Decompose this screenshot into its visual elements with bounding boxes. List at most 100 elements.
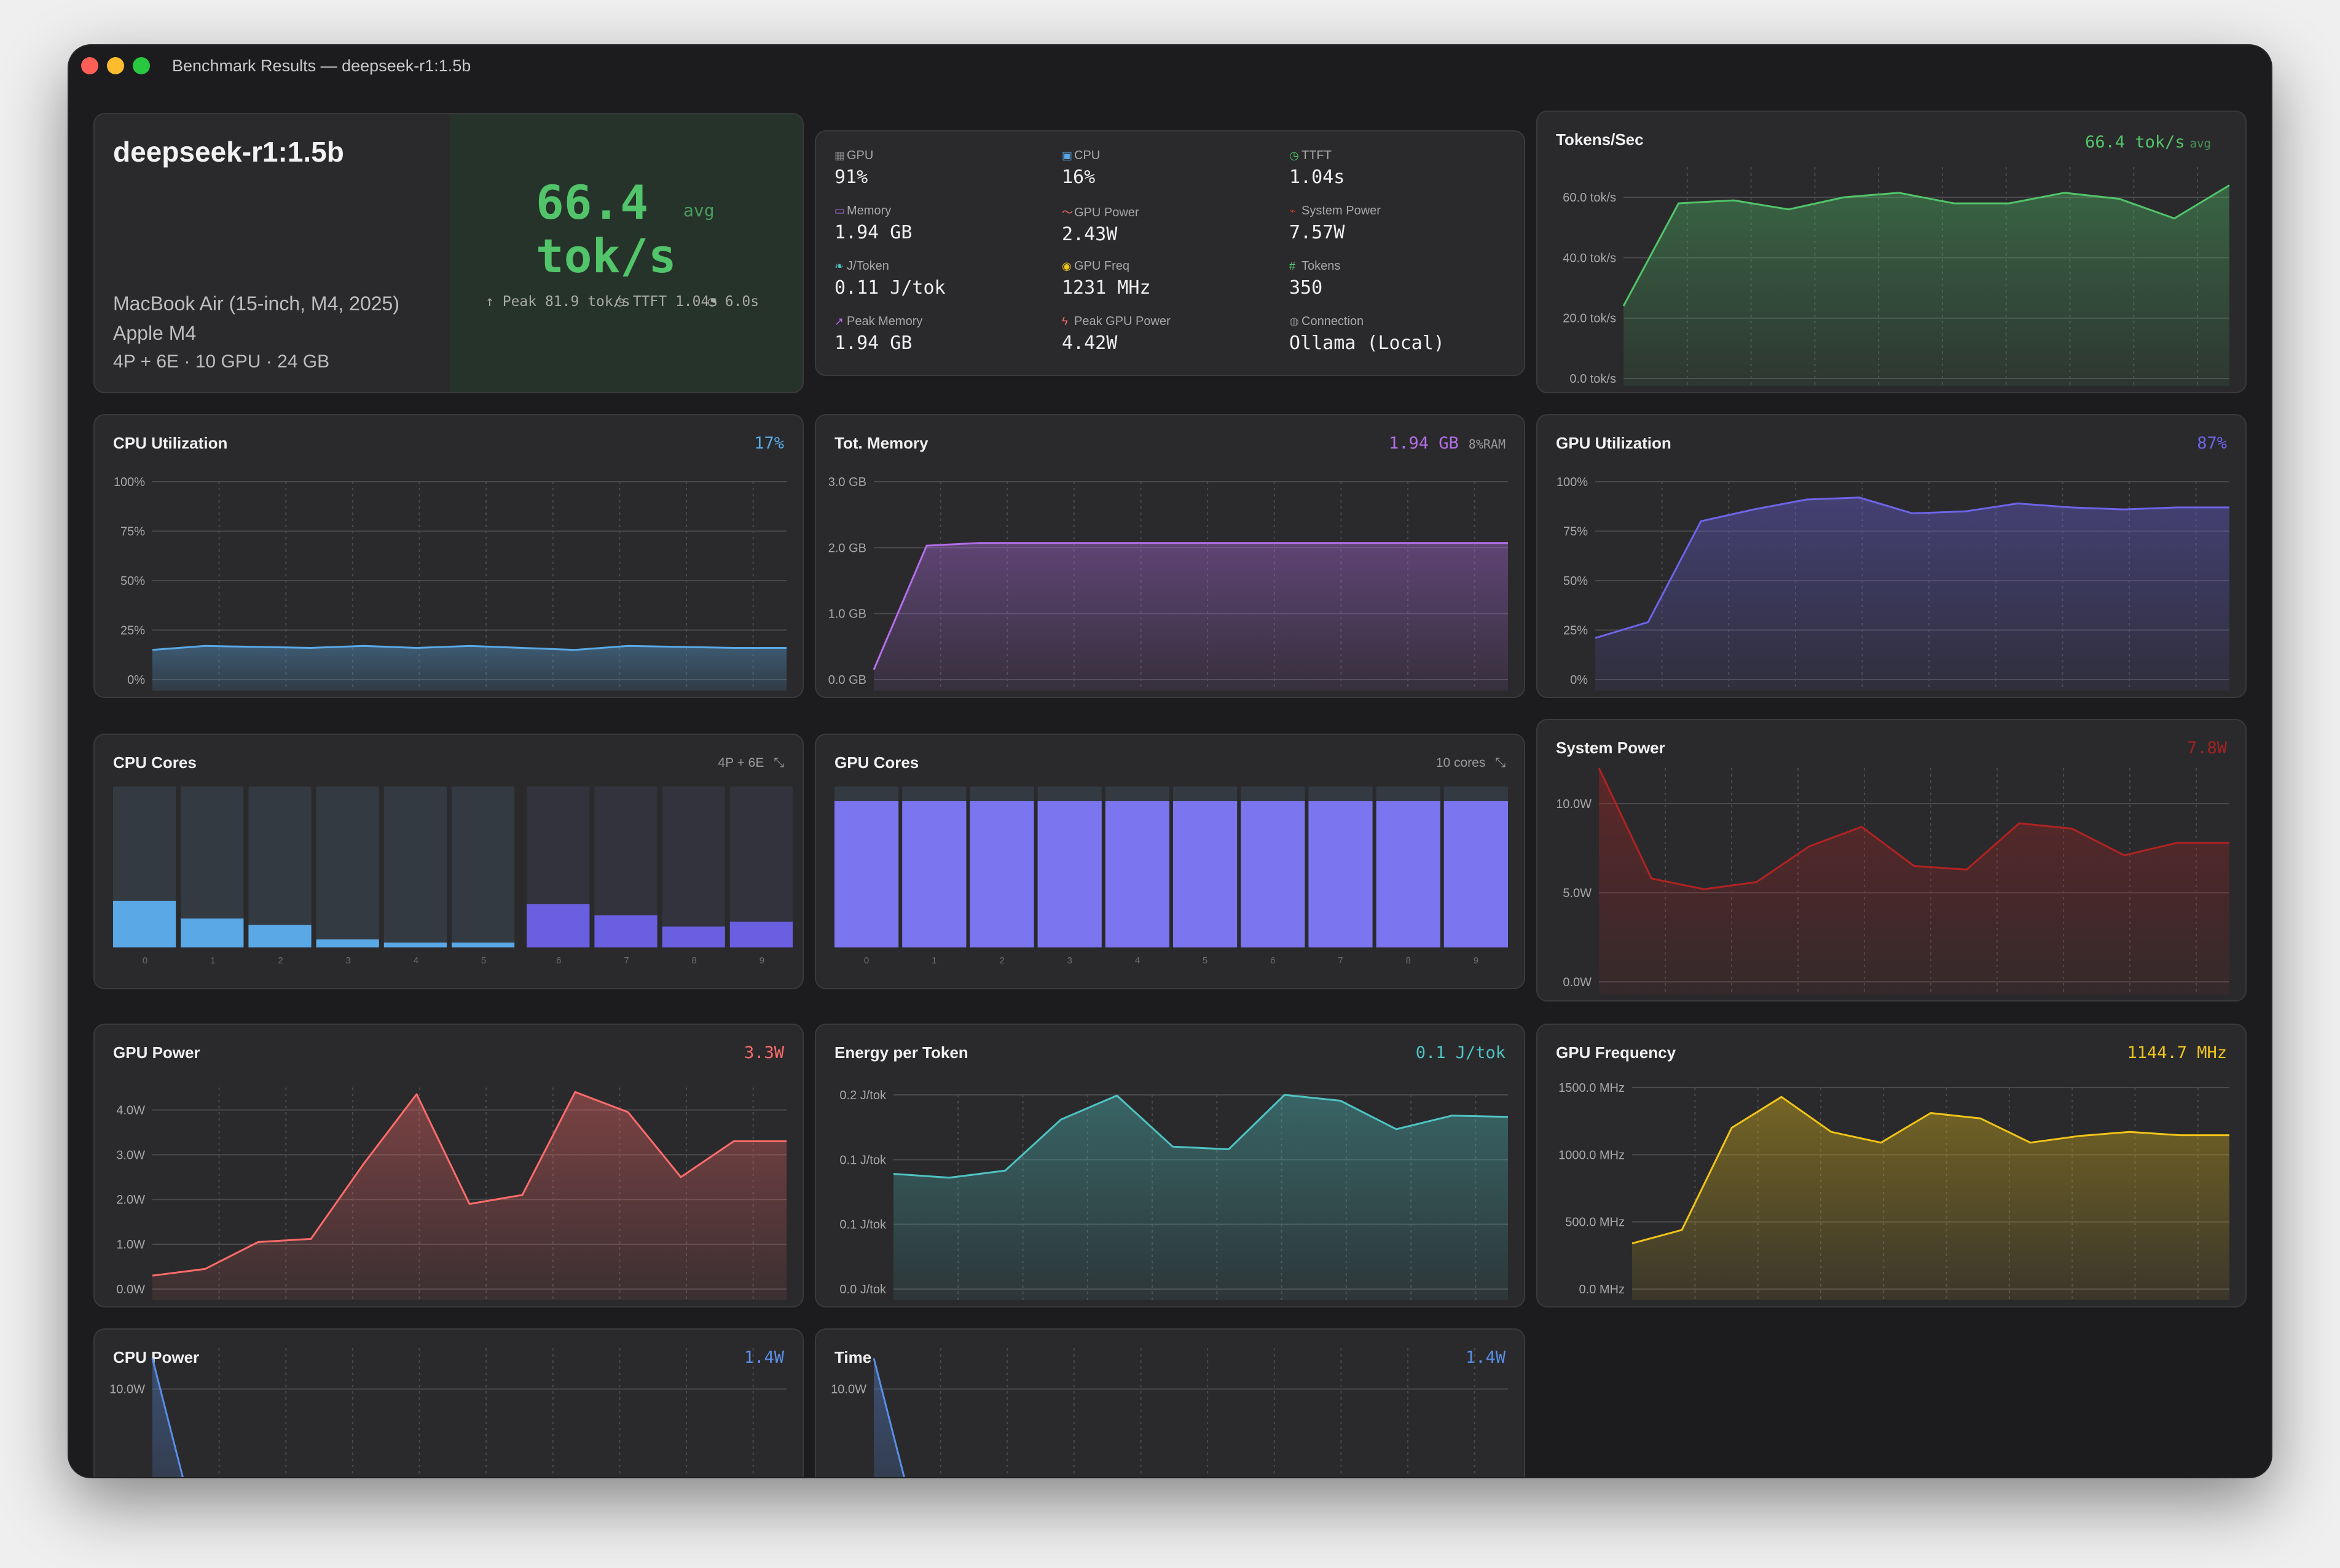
clock-icon: ◷ bbox=[1289, 149, 1299, 162]
y-tick-label: 10.0W bbox=[1556, 798, 1592, 811]
bar-label: 9 bbox=[1474, 955, 1478, 966]
expand-icon[interactable]: ⤡ bbox=[1491, 756, 1506, 770]
y-tick-label: 0% bbox=[1570, 673, 1588, 687]
close-window-button[interactable] bbox=[81, 57, 98, 74]
chart-current-value: 3.3W bbox=[744, 1043, 784, 1062]
chart-subtitle: 10 cores ⤡ bbox=[1436, 756, 1506, 770]
app-window: Benchmark Results — deepseek-r1:1.5b dee… bbox=[69, 45, 2271, 1477]
stat-label: ◉ GPU Freq bbox=[1062, 259, 1151, 273]
minimize-window-button[interactable] bbox=[107, 57, 124, 74]
bar bbox=[113, 901, 176, 947]
y-tick-label: 0.1 J/tok bbox=[839, 1153, 887, 1167]
y-tick-label: 2.0W bbox=[116, 1193, 145, 1207]
series-area bbox=[874, 1358, 905, 1477]
chart-plot: 0.0 J/tok 0.1 J/tok 0.1 J/tok 0.2 J/tok bbox=[839, 1089, 1509, 1300]
stat-value: 7.57W bbox=[1289, 222, 1345, 243]
y-tick-label: 0.0 GB bbox=[828, 673, 866, 687]
stat-value: 1231 MHz bbox=[1062, 277, 1151, 299]
chart-value-text: 1.94 GB bbox=[1388, 434, 1459, 453]
series-area bbox=[152, 646, 787, 691]
chart-title: GPU Frequency bbox=[1556, 1043, 1676, 1062]
bar-label: 7 bbox=[624, 955, 629, 966]
chart-plot: 0% 25% 50% 75% 100% bbox=[114, 476, 787, 691]
chart-current-value: 17% bbox=[754, 434, 784, 453]
ttft-stat: ◷ TTFT 1.04s bbox=[616, 294, 718, 310]
chart-current-value: 0.1 J/tok bbox=[1416, 1043, 1506, 1062]
timer-icon: ◔ bbox=[708, 294, 717, 310]
y-tick-label: 50% bbox=[1563, 574, 1588, 588]
chart-title: CPU Power bbox=[113, 1348, 200, 1366]
series-line bbox=[151, 1358, 184, 1477]
stat-label-text: Connection bbox=[1302, 315, 1364, 328]
stat-label: ◷ TTFT bbox=[1289, 149, 1345, 163]
series-area bbox=[1595, 497, 2229, 691]
chart-title: Time bbox=[834, 1348, 872, 1366]
y-tick-label: 25% bbox=[120, 624, 145, 638]
bar-label: 5 bbox=[1203, 955, 1207, 966]
bar-track bbox=[594, 786, 658, 947]
bar bbox=[834, 801, 899, 947]
chart-current-value: 1.94 GB 8%RAM bbox=[1389, 434, 1506, 453]
bar bbox=[248, 925, 312, 947]
gauge-icon: ◉ bbox=[1062, 260, 1072, 272]
stat-label: # Tokens bbox=[1289, 259, 1340, 273]
stat-value: Ollama (Local) bbox=[1289, 332, 1445, 354]
bar bbox=[662, 926, 725, 947]
y-tick-label: 10.0W bbox=[109, 1383, 145, 1397]
cpu-power-card: CPU Power 1.4W 10.0W bbox=[93, 1328, 804, 1477]
stat-label-text: GPU Power bbox=[1074, 206, 1139, 219]
y-tick-label: 75% bbox=[120, 525, 145, 539]
stat-peak-gpu-power: ϟ Peak GPU Power 4.42W bbox=[1062, 315, 1171, 354]
summary-device-panel: deepseek-r1:1.5b MacBook Air (15-inch, M… bbox=[95, 114, 450, 392]
y-tick-label: 100% bbox=[114, 476, 145, 489]
bar-plot: 0 1 2 3 4 5 6 7 8 9 bbox=[834, 786, 1508, 966]
y-tick-label: 25% bbox=[1563, 624, 1588, 638]
peak-speed: ↑ Peak 81.9 tok/s bbox=[485, 294, 630, 310]
chart-value-note: 8%RAM bbox=[1468, 437, 1506, 452]
zoom-window-button[interactable] bbox=[133, 57, 150, 74]
series-area bbox=[1599, 768, 2229, 994]
stat-connection: ◍ Connection Ollama (Local) bbox=[1289, 315, 1445, 354]
y-tick-label: 1.0 GB bbox=[828, 608, 866, 621]
bar-label: 2 bbox=[999, 955, 1004, 966]
chip-name: Apple M4 bbox=[113, 322, 197, 344]
y-tick-label: 75% bbox=[1563, 525, 1588, 539]
bar-track bbox=[662, 786, 725, 947]
y-tick-label: 1.0W bbox=[116, 1238, 145, 1252]
globe-icon: ◍ bbox=[1289, 315, 1299, 327]
series-area bbox=[1623, 185, 2229, 386]
chart-title: GPU Power bbox=[113, 1043, 200, 1062]
gpu-chip-icon: ▦ bbox=[834, 149, 846, 162]
stat-value: 4.42W bbox=[1062, 332, 1118, 354]
stat-system-power: ⌁ System Power 7.57W bbox=[1289, 204, 1381, 243]
chart-plot: 0.0 GB 1.0 GB 2.0 GB 3.0 GB bbox=[828, 476, 1508, 691]
series-area bbox=[152, 1358, 183, 1477]
y-tick-label: 100% bbox=[1557, 476, 1588, 489]
chart-value-text: 1.4W bbox=[744, 1348, 784, 1367]
bar bbox=[452, 943, 515, 947]
y-tick-label: 0.0W bbox=[116, 1283, 145, 1296]
chart-title: Tokens/Sec bbox=[1556, 130, 1644, 149]
y-tick-label: 1000.0 MHz bbox=[1558, 1148, 1625, 1162]
memory-icon: ▭ bbox=[834, 205, 846, 217]
y-tick-label: 2.0 GB bbox=[828, 541, 866, 555]
stat-label: 〜 GPU Power bbox=[1062, 204, 1139, 220]
bar bbox=[1443, 801, 1508, 947]
bar-track bbox=[383, 786, 447, 947]
expand-icon[interactable]: ⤡ bbox=[770, 756, 784, 770]
y-tick-label: 0.1 J/tok bbox=[839, 1218, 887, 1232]
y-tick-label: 10.0W bbox=[831, 1383, 866, 1397]
stat-label-text: GPU bbox=[847, 149, 874, 162]
bar bbox=[316, 939, 379, 947]
chart-plot: 0.0 tok/s 20.0 tok/s 40.0 tok/s 60.0 tok/s bbox=[1563, 167, 2230, 386]
chart-value-text: 7.8W bbox=[2186, 739, 2227, 758]
chart-value-text: 66.4 tok/s bbox=[2085, 133, 2185, 152]
chart-title: CPU Cores bbox=[113, 753, 197, 772]
series-line bbox=[1631, 1096, 2229, 1245]
time-card: Time 1.4W 10.0W bbox=[815, 1328, 1525, 1477]
bar-label: 2 bbox=[278, 955, 283, 966]
y-tick-label: 40.0 tok/s bbox=[1563, 251, 1616, 265]
arrow-up-icon: ↑ bbox=[485, 294, 494, 310]
bar-label: 3 bbox=[1067, 955, 1072, 966]
stat-j-token: ❧ J/Token 0.11 J/tok bbox=[834, 259, 946, 299]
